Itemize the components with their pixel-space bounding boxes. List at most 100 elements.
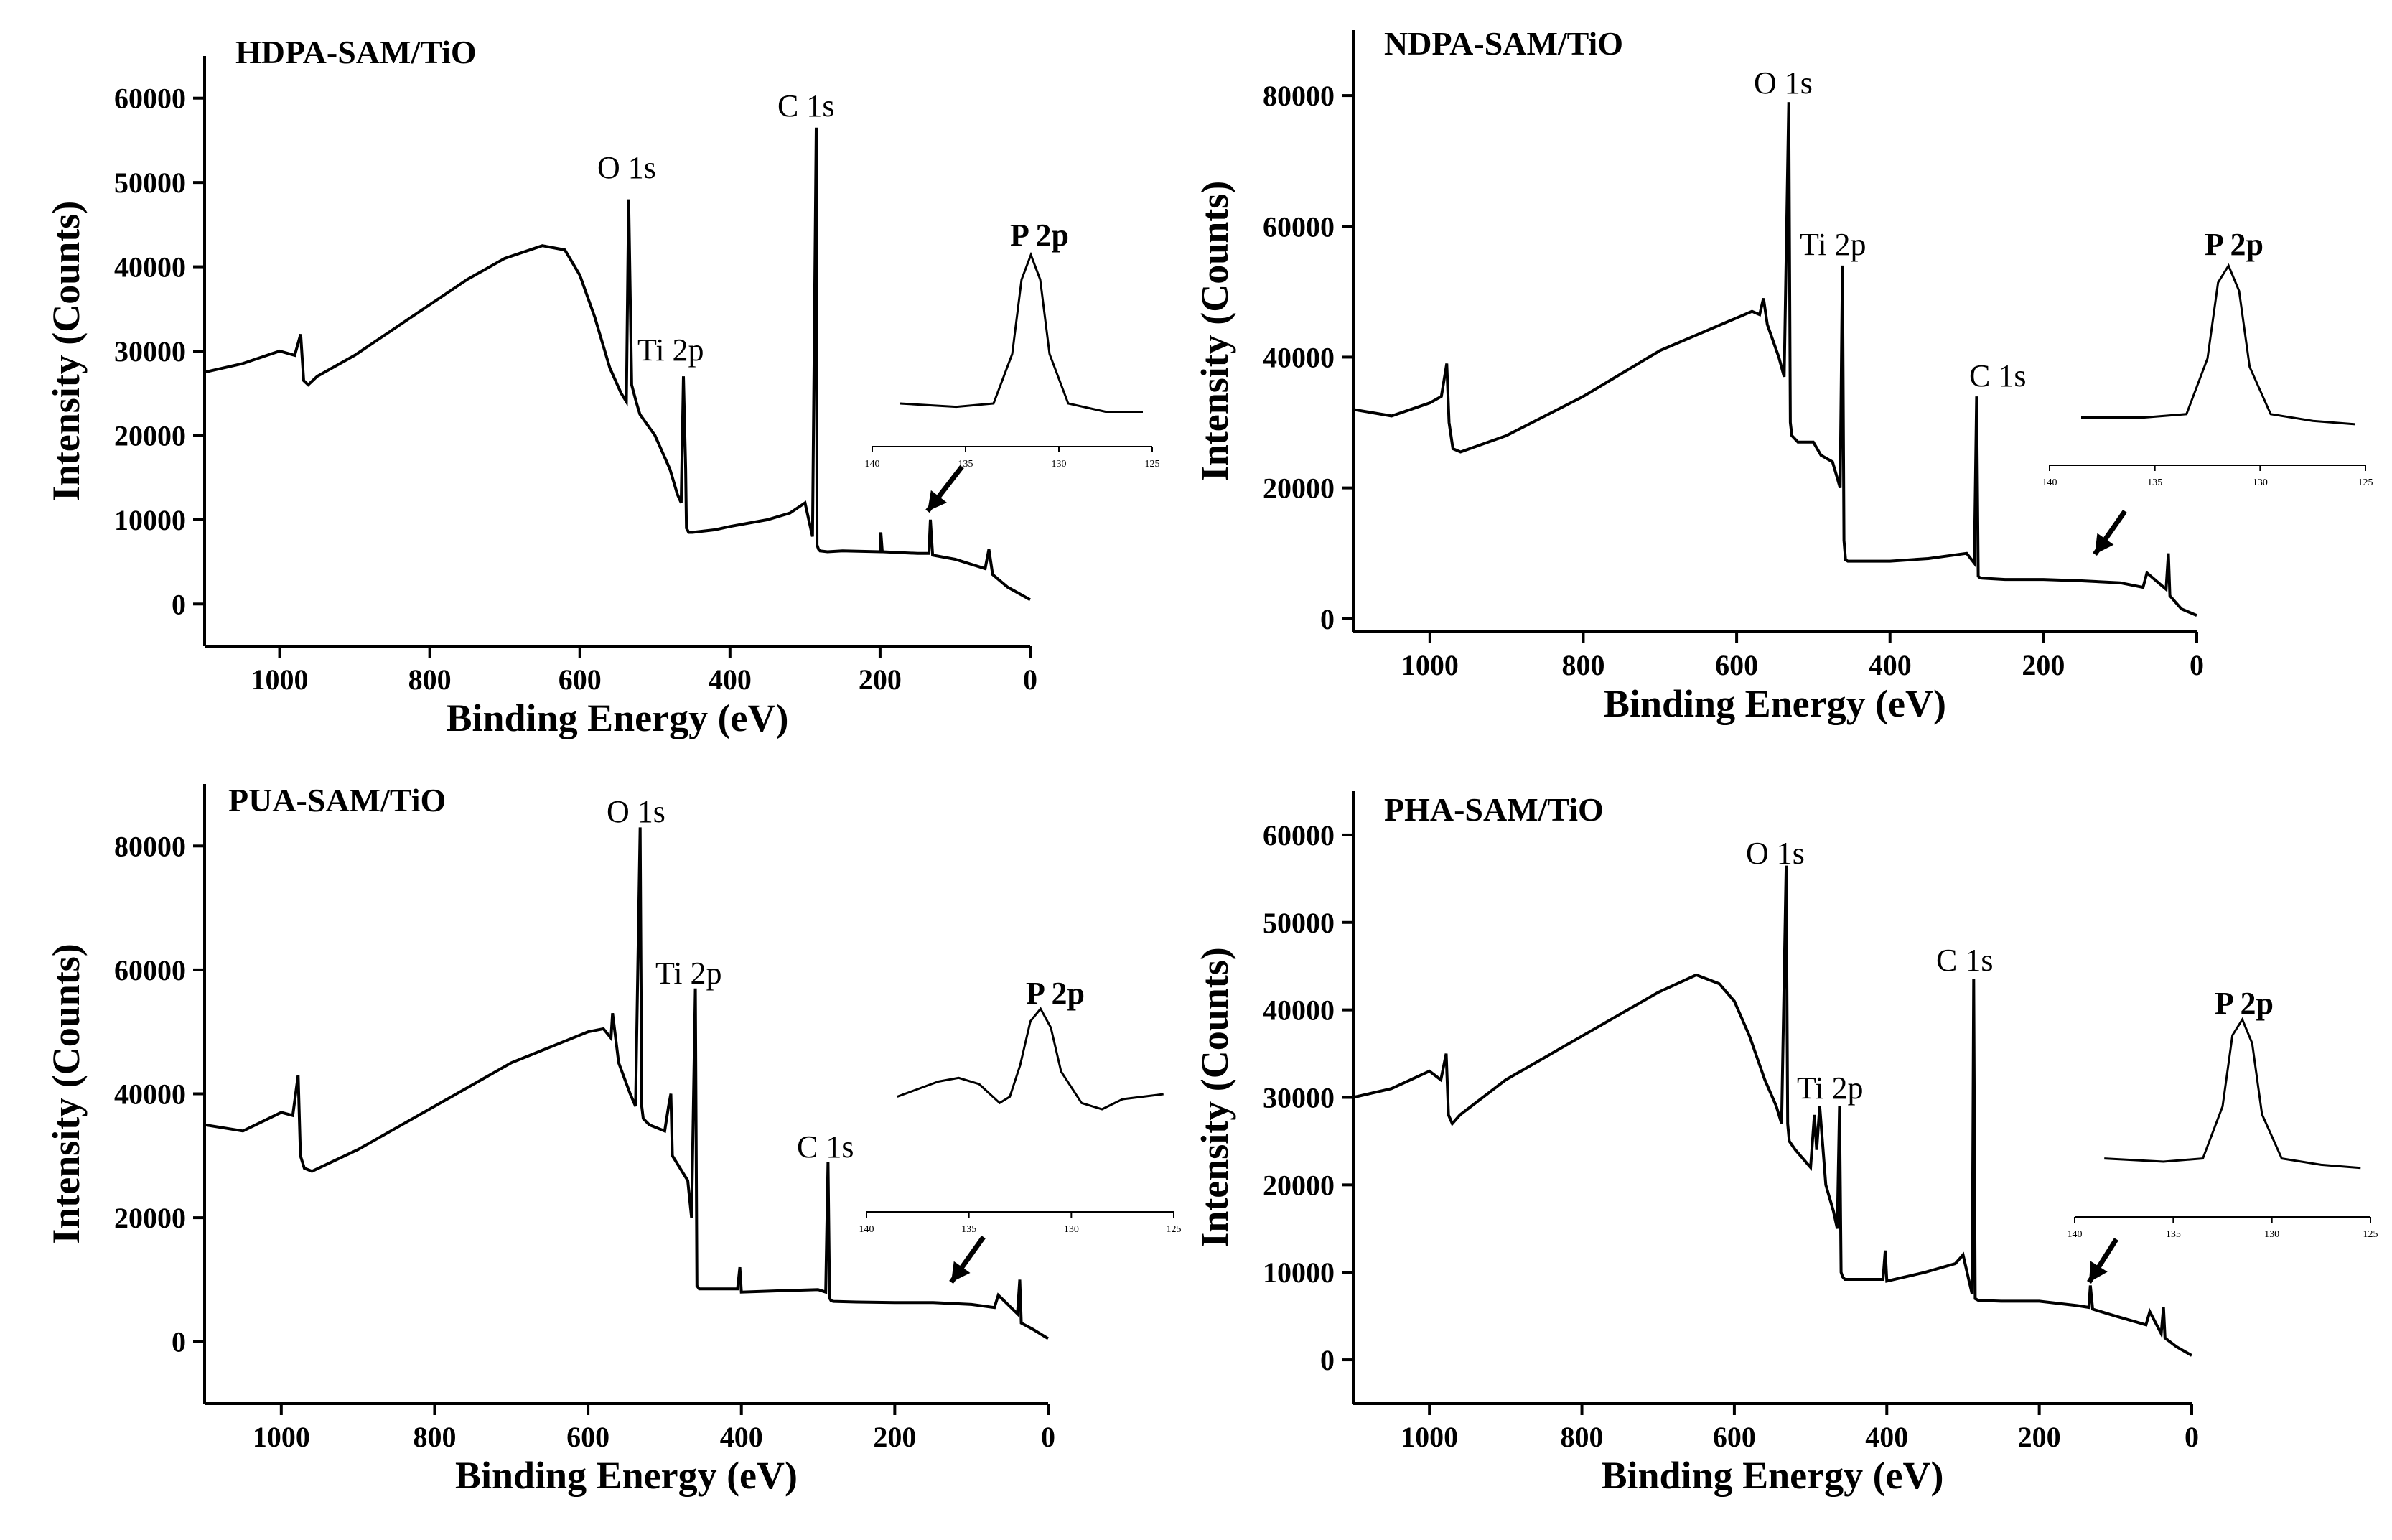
peak-label-ti-2p: Ti 2p bbox=[1800, 227, 1867, 262]
y-tick-label: 30000 bbox=[114, 335, 186, 368]
inset-p2p-line bbox=[900, 251, 1143, 413]
y-tick-label: 80000 bbox=[114, 830, 186, 862]
y-tick-label: 20000 bbox=[114, 419, 186, 452]
y-tick-label: 30000 bbox=[1263, 1082, 1335, 1114]
arrow-head bbox=[928, 490, 947, 511]
x-tick-label: 1000 bbox=[253, 1421, 310, 1453]
panel-hdpa-sam-tio: 1000 800 600 400 200 001000020000300004000050… bbox=[45, 34, 1160, 739]
panel-title: PUA-SAM/TiO bbox=[228, 782, 446, 818]
peak-label-c-1s: C 1s bbox=[1969, 358, 2026, 393]
x-tick-label: 600 bbox=[1715, 649, 1758, 681]
inset-x-tick-label: 125 bbox=[1145, 459, 1160, 470]
inset-x-tick-label: 130 bbox=[2253, 477, 2268, 488]
x-tick-label: 200 bbox=[859, 663, 902, 696]
y-tick-label: 0 bbox=[172, 588, 186, 620]
y-tick-label: 0 bbox=[1320, 603, 1335, 635]
inset-x-tick-label: 140 bbox=[859, 1224, 874, 1235]
x-tick-label: 0 bbox=[1041, 1421, 1055, 1453]
inset-label-p2p: P 2p bbox=[1026, 976, 1085, 1011]
y-tick-label: 50000 bbox=[114, 167, 186, 199]
x-tick-label: 400 bbox=[1869, 649, 1912, 681]
x-tick-label: 0 bbox=[2185, 1421, 2199, 1453]
x-tick-label: 400 bbox=[1865, 1421, 1908, 1453]
peak-label-o-1s: O 1s bbox=[597, 150, 656, 185]
y-tick-label: 60000 bbox=[114, 954, 186, 986]
inset-x-tick-label: 130 bbox=[1052, 459, 1067, 470]
x-axis-title: Binding Energy (eV) bbox=[455, 1454, 798, 1497]
y-tick-label: 40000 bbox=[114, 251, 186, 284]
peak-label-ti-2p: Ti 2p bbox=[1797, 1070, 1864, 1106]
x-axis-title: Binding Energy (eV) bbox=[1604, 682, 1946, 725]
peak-label-o-1s: O 1s bbox=[1746, 836, 1805, 871]
y-tick-label: 40000 bbox=[1263, 994, 1335, 1027]
inset-label-p2p: P 2p bbox=[2215, 986, 2274, 1021]
y-tick-label: 40000 bbox=[114, 1078, 186, 1111]
inset-p2p-line bbox=[2081, 263, 2355, 426]
y-tick-label: 40000 bbox=[1263, 341, 1335, 373]
inset-x-tick-label: 130 bbox=[1064, 1224, 1079, 1235]
peak-label-o-1s: O 1s bbox=[1754, 65, 1813, 101]
peak-label-c-1s: C 1s bbox=[777, 88, 834, 123]
x-tick-label: 600 bbox=[1713, 1421, 1756, 1453]
peak-label-ti-2p: Ti 2p bbox=[637, 332, 704, 368]
inset-label-p2p: P 2p bbox=[1010, 218, 1069, 253]
y-tick-label: 10000 bbox=[1263, 1256, 1335, 1289]
x-tick-label: 1000 bbox=[251, 663, 309, 696]
inset-x-tick-label: 140 bbox=[2042, 477, 2057, 488]
panel-title: PHA-SAM/TiO bbox=[1384, 791, 1604, 828]
x-tick-label: 200 bbox=[873, 1421, 916, 1453]
x-axis-title: Binding Energy (eV) bbox=[1601, 1454, 1943, 1497]
inset-x-tick-label: 140 bbox=[865, 459, 880, 470]
panel-pha-sam-tio: 1000 800 600 400 200 001000020000300004000050… bbox=[1193, 791, 2378, 1497]
arrow-head bbox=[2095, 533, 2114, 554]
x-tick-label: 1000 bbox=[1401, 1421, 1458, 1453]
panel-title: HDPA-SAM/TiO bbox=[235, 34, 477, 70]
x-tick-label: 600 bbox=[566, 1421, 609, 1453]
p2p-inset: 140 135 130 125 P 2p bbox=[2042, 227, 2373, 488]
peak-label-ti-2p: Ti 2p bbox=[655, 956, 722, 991]
inset-p2p-line bbox=[897, 1007, 1164, 1111]
y-tick-label: 20000 bbox=[114, 1202, 186, 1234]
x-tick-label: 800 bbox=[1561, 649, 1604, 681]
inset-p2p-line bbox=[2104, 1017, 2361, 1170]
x-tick-label: 0 bbox=[2190, 649, 2204, 681]
inset-x-tick-label: 130 bbox=[2264, 1229, 2279, 1240]
x-tick-label: 400 bbox=[709, 663, 752, 696]
inset-x-tick-label: 125 bbox=[2358, 477, 2373, 488]
x-tick-label: 600 bbox=[559, 663, 602, 696]
peak-label-c-1s: C 1s bbox=[797, 1129, 854, 1165]
x-tick-label: 400 bbox=[720, 1421, 763, 1453]
spectrum-line bbox=[204, 827, 1050, 1340]
y-tick-label: 60000 bbox=[114, 83, 186, 115]
y-axis-title: Intensity (Counts) bbox=[1193, 947, 1236, 1248]
y-tick-label: 60000 bbox=[1263, 210, 1335, 243]
spectrum-line bbox=[1352, 865, 2192, 1357]
peak-label-c-1s: C 1s bbox=[1936, 943, 1993, 978]
y-tick-label: 10000 bbox=[114, 504, 186, 536]
x-tick-label: 200 bbox=[2022, 649, 2065, 681]
arrow-head bbox=[2089, 1261, 2108, 1282]
inset-label-p2p: P 2p bbox=[2205, 227, 2263, 262]
inset-x-tick-label: 135 bbox=[2147, 477, 2162, 488]
inset-x-tick-label: 135 bbox=[2166, 1229, 2181, 1240]
inset-x-tick-label: 125 bbox=[1167, 1224, 1182, 1235]
panel-title: NDPA-SAM/TiO bbox=[1384, 25, 1623, 62]
panel-pua-sam-tio: 1000 800 600 400 200 0020000400006000080000Bi… bbox=[45, 782, 1182, 1497]
peak-label-o-1s: O 1s bbox=[607, 794, 665, 829]
y-tick-label: 80000 bbox=[1263, 80, 1335, 112]
x-tick-label: 200 bbox=[2018, 1421, 2061, 1453]
y-tick-label: 0 bbox=[172, 1326, 186, 1358]
x-tick-label: 1000 bbox=[1401, 649, 1459, 681]
x-tick-label: 800 bbox=[1561, 1421, 1604, 1453]
y-tick-label: 20000 bbox=[1263, 1169, 1335, 1201]
panel-ndpa-sam-tio: 1000 800 600 400 200 0020000400006000080000Bi… bbox=[1193, 25, 2373, 725]
x-tick-label: 800 bbox=[413, 1421, 456, 1453]
x-tick-label: 800 bbox=[408, 663, 452, 696]
y-tick-label: 60000 bbox=[1263, 819, 1335, 851]
y-axis-title: Intensity (Counts) bbox=[45, 943, 88, 1244]
spectrum-line bbox=[1352, 102, 2197, 617]
inset-x-tick-label: 125 bbox=[2363, 1229, 2378, 1240]
